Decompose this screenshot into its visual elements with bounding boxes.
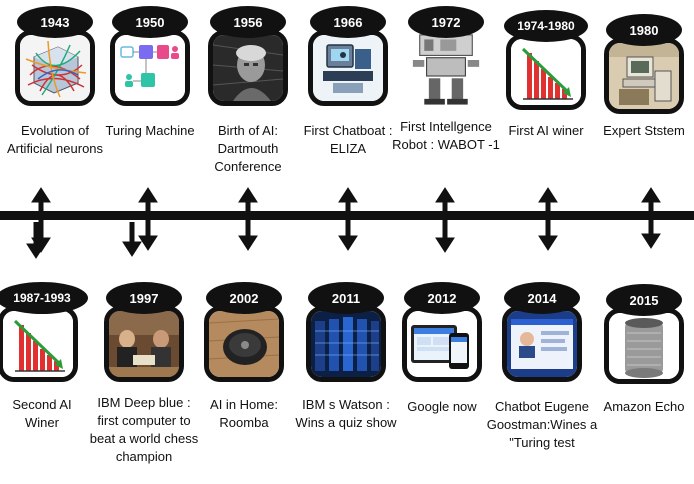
robot-icon <box>406 30 486 106</box>
entry-caption: Evolution of Artificial neurons <box>6 123 104 156</box>
declining-chart-icon <box>506 34 586 110</box>
entry-caption: Birth of AI: Dartmouth Conference <box>214 123 282 174</box>
declining-chart-icon <box>0 306 78 382</box>
year-badge: 1980 <box>606 14 682 46</box>
connector-arrow-1956 <box>238 187 258 251</box>
server-racks-icon <box>306 306 386 382</box>
computer-terminal-icon <box>604 38 684 114</box>
chatbot-computer-icon <box>308 30 388 106</box>
entry-caption: IBM s Watson : Wins a quiz show <box>295 397 397 430</box>
year-badge: 2002 <box>206 282 282 314</box>
connector-arrow-1966 <box>338 187 358 251</box>
smart-speaker-icon <box>604 308 684 384</box>
connector-arrow-1980 <box>641 187 661 249</box>
connector-arrow-1997 <box>122 222 142 257</box>
year-badge: 1966 <box>310 6 386 38</box>
connector-arrow-1974-1980 <box>538 187 558 251</box>
year-badge: 1997 <box>106 282 182 314</box>
turing-diagram-icon <box>110 30 190 106</box>
entry-caption: Turing Machine <box>105 123 195 138</box>
year-badge: 2014 <box>504 282 580 314</box>
entry-caption: Second AI Winer <box>12 397 72 430</box>
year-badge: 2015 <box>606 284 682 316</box>
neuron-network-icon <box>15 30 95 106</box>
portrait-photo-icon <box>208 30 288 106</box>
entry-caption: AI in Home: Roomba <box>210 397 278 430</box>
connector-arrow-1987-1993 <box>26 222 46 259</box>
entry-caption: IBM Deep blue : first computer to beat a… <box>89 395 199 464</box>
year-badge: 1943 <box>17 6 93 38</box>
entry-caption: First AI winer <box>508 123 584 138</box>
entry-caption: Amazon Echo <box>603 399 685 414</box>
year-badge: 1956 <box>210 6 286 38</box>
entry-caption: First Intellgence Robot : WABOT -1 <box>392 119 500 152</box>
entry-caption: Expert Ststem <box>603 123 685 138</box>
entry-caption: Google now <box>407 399 477 414</box>
robot-vacuum-icon <box>204 306 284 382</box>
chat-window-icon <box>502 306 582 382</box>
year-badge: 1972 <box>408 6 484 38</box>
year-badge: 2012 <box>404 282 480 314</box>
phone-tablet-icon <box>402 306 482 382</box>
entry-caption: First Chatboat : ELIZA <box>303 123 393 156</box>
year-badge: 2011 <box>308 282 384 314</box>
year-badge: 1950 <box>112 6 188 38</box>
entry-caption: Chatbot Eugene Goostman:Wines a "Turing … <box>486 399 598 450</box>
chess-match-icon <box>104 306 184 382</box>
connector-arrow-1972 <box>435 187 455 253</box>
connector-arrow-1950 <box>138 187 158 251</box>
year-badge: 1974-1980 <box>504 10 588 42</box>
year-badge: 1987-1993 <box>0 282 88 314</box>
